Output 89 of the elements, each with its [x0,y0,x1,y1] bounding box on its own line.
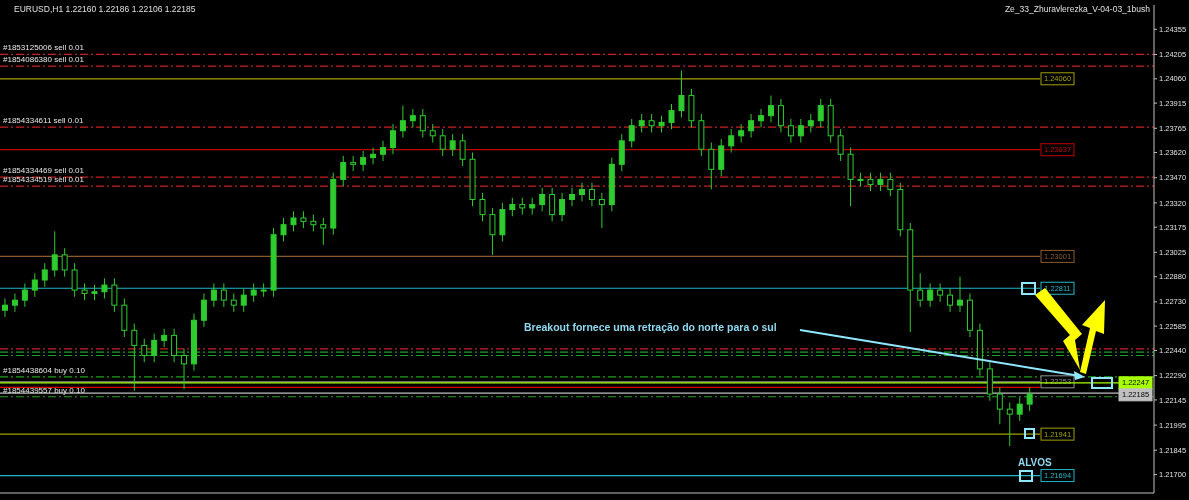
candlestick [161,328,168,348]
candlestick [489,207,496,256]
candlestick [728,128,735,154]
candlestick [11,292,18,313]
candlestick [578,182,585,202]
candlestick [210,282,217,308]
candlestick [768,95,774,123]
candlestick [509,197,516,217]
ref-line-label: #1854439557 buy 0.10 [3,385,86,395]
candlestick [996,386,1003,425]
candlestick [927,282,934,308]
candlestick [807,113,814,133]
chart-title: EURUSD,H1 1.22160 1.22186 1.22106 1.22185 [14,4,196,14]
candlestick [618,133,625,172]
candlestick [718,138,725,177]
candlestick [31,272,38,298]
candlestick [449,133,456,157]
candlestick [549,187,556,222]
candlestick [797,118,804,144]
candlestick [101,277,108,299]
candlestick [340,155,347,187]
candlestick [867,172,874,192]
candlestick [937,282,944,303]
candlestick [1016,396,1023,422]
candlestick [678,69,685,118]
candlestick [1,297,8,318]
candlestick [638,113,645,133]
candlestick [539,187,546,212]
candlestick [280,217,287,242]
candlestick [817,98,824,128]
chart-subtitle: Ze_33_Zhuravlerezka_V-04-03_1bush [1004,4,1151,14]
candlestick [220,282,227,308]
ref-line-label: #1853125006 sell 0.01 [3,43,85,53]
candlestick [320,217,327,246]
candlestick [957,276,963,313]
candlestick [61,247,68,278]
candlestick [628,118,635,149]
candlestick [837,128,844,162]
candlestick [181,348,188,390]
candlestick [41,262,48,288]
candlestick [777,98,784,133]
candlestick [131,323,138,392]
candlestick [21,282,28,308]
ref-line-label: #1854334611 sell 0.01 [3,116,84,126]
candlestick [569,187,576,207]
candlestick [111,277,118,313]
candlestick [250,282,257,303]
candlestick [151,333,158,363]
candlestick [758,108,765,128]
candlestick [917,272,924,308]
candlestick [290,210,297,232]
candlestick [748,113,755,138]
candlestick [1006,401,1013,447]
candlestick [598,192,605,229]
candlestick [419,108,426,138]
candlestick [141,338,148,363]
ref-line-label: #1854086380 sell 0.01 [3,55,85,65]
ref-line-label: #1854334469 sell 0.01 [3,166,85,176]
candlestick [738,123,745,144]
candlestick [947,287,954,313]
annotation: Breakout fornece uma retração do norte para o sul [524,321,777,333]
candlestick [380,140,386,162]
candlestick [71,262,78,298]
candlestick [588,182,595,207]
candlestick [51,230,58,278]
candlestick [360,150,367,172]
ref-line-label: #1854438604 buy 0.10 [3,365,86,375]
candlestick [559,192,566,222]
candlestick [787,118,794,144]
candlestick [439,128,446,157]
ref-line-label: #1854334519 sell 0.01 [3,175,85,185]
candlestick [877,172,884,192]
candlestick [708,142,715,190]
candlestick [171,328,178,363]
candlestick [429,123,436,144]
candlestick [240,287,247,313]
candlestick [887,172,894,197]
candlestick [409,108,416,128]
candlestick [459,133,466,167]
candlestick [648,113,655,133]
candlestick [389,123,396,155]
candlestick [370,147,377,165]
candlestick [479,192,486,222]
candlestick [668,103,675,130]
candlestick [230,292,237,313]
annotation: ALVOS [1018,457,1053,468]
candlestick [1026,386,1033,412]
candlestick [399,105,406,138]
candlestick [200,292,207,328]
